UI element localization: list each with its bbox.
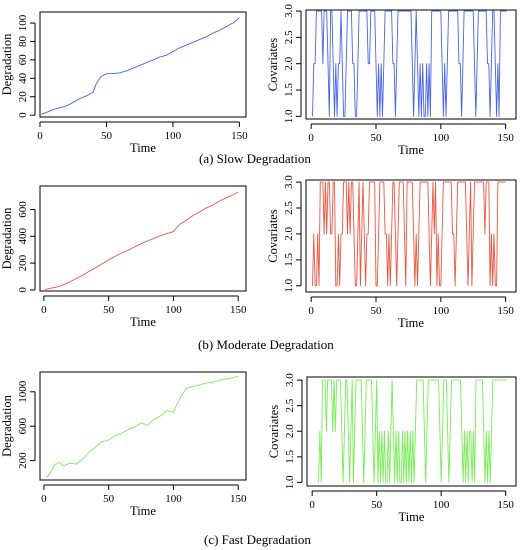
panel-1-y-tick-label: 60 — [17, 54, 29, 66]
panel-5-y-axis-title: Degradation — [0, 394, 14, 457]
panel-5-y-tick-label: 200 — [17, 452, 29, 469]
panel-6-y-tick-label: 2.0 — [284, 424, 296, 438]
panel-6-y-tick-label: 3.0 — [284, 373, 296, 387]
panel-3-y-tick-label: 200 — [17, 254, 29, 271]
panel-6-plot-frame — [306, 376, 517, 487]
panel-1-y-tick-label: 40 — [17, 72, 29, 84]
panel-1-plot-frame — [39, 11, 247, 118]
panel-6-x-tick-label: 100 — [433, 499, 450, 511]
panel-3-x-tick-label: 100 — [165, 304, 182, 316]
panel-4-y-axis-title: Covariates — [266, 209, 280, 263]
panel-5-y-tick-label: 1000 — [17, 380, 29, 403]
panel-1-series-line — [41, 17, 240, 115]
panel-4-y-tick-label: 1.0 — [283, 278, 295, 292]
panel-4-y-tick-label: 1.5 — [283, 252, 295, 266]
panel-6-x-axis-title: Time — [399, 510, 425, 524]
panel-2-x-tick-label: 50 — [371, 132, 383, 144]
panel-1-y-tick-label: 100 — [17, 14, 29, 31]
panel-1-x-tick-label: 50 — [101, 130, 113, 142]
panel-1-y-tick-label: 20 — [17, 91, 29, 103]
panel-5-x-tick-label: 150 — [230, 493, 247, 505]
panel-6-y-tick-label: 2.5 — [284, 398, 296, 412]
panel-4-x-tick-label: 0 — [308, 305, 314, 317]
panel-3-x-axis-title: Time — [130, 315, 156, 329]
panel-2-y-tick-label: 1.0 — [283, 109, 295, 123]
panel-6-x-tick-label: 150 — [497, 499, 514, 511]
panel-1-x-axis-title: Time — [130, 141, 156, 155]
panel-4-y-tick-label: 3.0 — [283, 175, 295, 189]
panel-3-x-tick-label: 0 — [41, 304, 47, 316]
panel-4-y-tick-label: 2.5 — [283, 201, 295, 215]
panel-6-y-tick-label: 1.0 — [284, 475, 296, 489]
panel-5-y-tick-label: 600 — [17, 417, 29, 434]
panel-2-series-line — [312, 10, 507, 117]
panel-6-x-tick-label: 0 — [309, 499, 315, 511]
panel-4-x-tick-label: 50 — [371, 305, 383, 317]
panel-5-series-line — [46, 375, 239, 479]
caption-fast-degradation: (c) Fast Degradation — [204, 532, 311, 547]
panel-6-x-tick-label: 50 — [371, 499, 383, 511]
panel-2-plot-frame — [305, 9, 517, 120]
panel-1-x-tick-label: 0 — [37, 130, 43, 142]
panel-4-series-line — [312, 181, 506, 287]
panel-2-y-tick-label: 2.5 — [283, 30, 295, 44]
panel-2-y-tick-label: 2.0 — [283, 56, 295, 70]
panel-5-x-axis-title: Time — [130, 504, 156, 518]
panel-1-x-tick-label: 150 — [231, 130, 248, 142]
panel-1-y-tick-label: 0 — [17, 112, 29, 118]
panel-3-x-tick-label: 150 — [230, 304, 247, 316]
panel-2-y-axis-title: Covariates — [266, 38, 280, 92]
panel-3-y-tick-label: 600 — [17, 201, 29, 218]
panel-4-x-tick-label: 100 — [433, 305, 450, 317]
panel-5-plot-frame — [39, 371, 247, 481]
panel-6-series-line — [318, 379, 507, 483]
panel-5-x-tick-label: 100 — [165, 493, 182, 505]
panel-3-plot-frame — [39, 185, 247, 292]
panel-2-x-tick-label: 0 — [308, 132, 314, 144]
panel-2-y-tick-label: 3.0 — [283, 4, 295, 18]
panel-5-x-tick-label: 50 — [103, 493, 115, 505]
panel-3-y-tick-label: 0 — [17, 287, 29, 293]
panel-1-x-tick-label: 100 — [165, 130, 182, 142]
panel-2-x-tick-label: 150 — [497, 132, 514, 144]
panel-2-x-tick-label: 100 — [433, 132, 450, 144]
panel-4-x-tick-label: 150 — [497, 305, 514, 317]
panel-3-y-axis-title: Degradation — [0, 207, 14, 270]
panel-3-y-tick-label: 400 — [17, 228, 29, 245]
panel-6-y-tick-label: 1.5 — [284, 449, 296, 463]
panel-5-x-tick-label: 0 — [41, 493, 47, 505]
panel-3-series-line — [45, 191, 239, 291]
panel-1-y-axis-title: Degradation — [0, 33, 14, 96]
panel-6-y-axis-title: Covariates — [267, 405, 281, 459]
panel-2-y-tick-label: 1.5 — [283, 83, 295, 97]
caption-moderate-degradation: (b) Moderate Degradation — [198, 337, 334, 352]
caption-slow-degradation: (a) Slow Degradation — [199, 151, 311, 166]
panel-1-y-tick-label: 80 — [17, 35, 29, 47]
panel-4-x-axis-title: Time — [398, 316, 424, 330]
panel-4-plot-frame — [305, 179, 517, 293]
panel-2-x-axis-title: Time — [398, 143, 424, 157]
panel-4-y-tick-label: 2.0 — [283, 227, 295, 241]
panel-3-x-tick-label: 50 — [103, 304, 115, 316]
